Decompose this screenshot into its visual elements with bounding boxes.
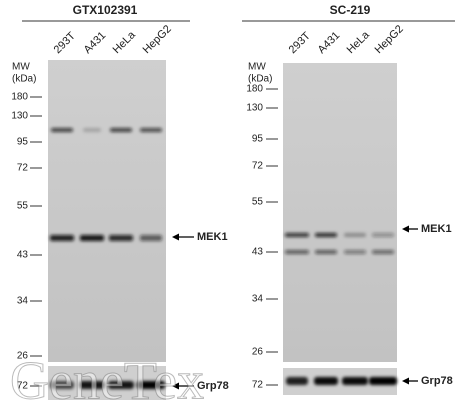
band xyxy=(140,128,162,132)
lane-label: HeLa xyxy=(345,28,373,56)
marker-label: 34 xyxy=(17,296,29,307)
lane-label: 293T xyxy=(287,30,313,56)
band xyxy=(372,233,394,237)
band xyxy=(51,128,73,132)
marker-label: 72 xyxy=(17,381,29,392)
panel: SC-219 293T A431 HeLa HepG2 MW(kDa)180 130 95 72… xyxy=(242,3,455,395)
marker-label: 26 xyxy=(17,351,29,362)
arrow-head xyxy=(402,377,409,385)
band xyxy=(285,233,309,237)
band xyxy=(140,235,162,241)
lane-label: HepG2 xyxy=(373,23,406,56)
mw-unit: (kDa) xyxy=(248,74,272,85)
lane-label: HeLa xyxy=(111,28,139,56)
band xyxy=(315,233,337,237)
marker-label: 26 xyxy=(252,347,264,358)
band xyxy=(83,128,101,132)
lane-label: A431 xyxy=(316,30,343,57)
marker-label: 72 xyxy=(252,380,264,391)
marker-label: 72 xyxy=(252,161,264,172)
band xyxy=(80,235,104,241)
band xyxy=(109,235,133,241)
band-loading xyxy=(137,381,165,389)
lane-label: HepG2 xyxy=(141,23,174,56)
panel-title: GTX102391 xyxy=(73,3,138,17)
band xyxy=(372,250,394,254)
marker-label: 72 xyxy=(17,163,29,174)
gel xyxy=(48,60,166,362)
band-loading xyxy=(79,381,105,389)
mw-label: MW xyxy=(12,62,30,73)
band-loading xyxy=(286,377,308,385)
band-loading xyxy=(108,381,134,389)
band xyxy=(344,250,366,254)
marker-label: 130 xyxy=(11,111,28,122)
arrow-head xyxy=(172,233,179,241)
marker-label: 180 xyxy=(11,92,28,103)
band xyxy=(285,250,309,254)
marker-label: 130 xyxy=(246,103,263,114)
lane-label: A431 xyxy=(82,30,109,57)
marker-label: 95 xyxy=(252,134,264,145)
band-label: Grp78 xyxy=(197,380,229,392)
band-loading xyxy=(314,377,338,385)
marker-label: 180 xyxy=(246,84,263,95)
gel xyxy=(283,63,397,362)
band xyxy=(110,128,132,132)
panel: GTX102391 293T A431 HeLa HepG2 MW(kDa) 180 130 9… xyxy=(11,3,229,400)
band-label: Grp78 xyxy=(421,375,453,387)
band xyxy=(315,250,337,254)
mw-unit: (kDa) xyxy=(12,74,36,85)
watermark: GeneTex xyxy=(10,350,204,409)
marker-label: 95 xyxy=(17,137,29,148)
mw-label: MW xyxy=(248,62,266,73)
lane-label: 293T xyxy=(52,30,78,56)
marker-label: 43 xyxy=(17,250,29,261)
arrow-head xyxy=(402,225,409,233)
band xyxy=(344,233,366,237)
band-loading xyxy=(50,381,74,389)
band-label: MEK1 xyxy=(421,223,452,235)
marker-label: 43 xyxy=(252,247,264,258)
band-label: MEK1 xyxy=(197,231,228,243)
arrow-head xyxy=(172,382,179,390)
band-loading xyxy=(342,377,368,385)
marker-label: 34 xyxy=(252,294,264,305)
band xyxy=(50,235,74,241)
marker-label: 55 xyxy=(252,197,264,208)
marker-label: 55 xyxy=(17,201,29,212)
panel-title: SC-219 xyxy=(330,3,371,17)
band-loading xyxy=(369,377,397,385)
